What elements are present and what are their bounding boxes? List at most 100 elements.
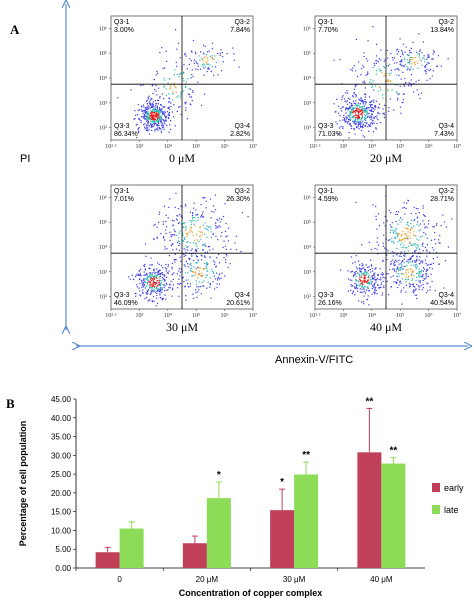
quadrant-name: Q3-2 (234, 188, 250, 195)
quadrant-percent: 20.61% (226, 300, 250, 307)
x-tick-label: 10⁷ (249, 144, 257, 150)
concentration-label: 30 μM (166, 320, 198, 334)
y-tick-label: 35.00 (51, 433, 72, 442)
bar-late (294, 474, 319, 568)
x-tick-label: 10³ (135, 313, 143, 319)
x-tick-label: 10⁴ (368, 313, 376, 319)
y-axis-title: Percentage of cell population (18, 421, 28, 547)
category-label: 40 μM (370, 575, 393, 584)
quadrant-name: Q3-3 (318, 123, 334, 130)
panel-a-label: A (10, 22, 20, 37)
legend-swatch-late (432, 505, 440, 514)
significance-marker: * (280, 477, 284, 488)
bar-early (357, 452, 382, 568)
quadrant-percent: 71.03% (318, 131, 342, 138)
y-tick-label: 10.00 (51, 526, 72, 535)
x-tick-label: 10²·¹ (105, 144, 117, 150)
event-cloud (117, 29, 240, 139)
x-axis-title: Concentration of copper complex (179, 588, 323, 598)
y-tick-label: 10⁴ (303, 245, 311, 251)
quadrant-percent: 13.84% (430, 27, 454, 34)
x-tick-label: 10³ (339, 313, 347, 319)
quadrant-name: Q3-2 (438, 19, 454, 26)
y-tick-label: 10⁴ (99, 245, 107, 251)
flow-cytometry-panels: Q3-13.00%Q3-27.84%Q3-386.34%Q3-42.82%10²… (99, 15, 461, 334)
x-tick-label: 10⁴ (164, 313, 172, 319)
quadrant-name: Q3-3 (114, 123, 130, 130)
quadrant-percent: 7.84% (230, 27, 250, 34)
quadrant-percent: 26.16% (318, 300, 342, 307)
y-tick-label: 10⁶ (99, 195, 107, 201)
quadrant-percent: 26.30% (226, 196, 250, 203)
quadrant-name: Q3-4 (234, 292, 250, 299)
y-tick-label: 30.00 (51, 451, 72, 460)
quadrant-name: Q3-4 (438, 123, 454, 130)
y-tick-label: 0.00 (55, 564, 71, 573)
quadrant-percent: 7.70% (318, 27, 338, 34)
quadrant-percent: 46.09% (114, 300, 138, 307)
bar-early (95, 552, 120, 568)
bar-early (270, 510, 295, 568)
concentration-label: 40 μM (370, 320, 402, 334)
x-tick-label: 10⁴ (368, 144, 376, 150)
y-tick-label: 10⁴ (303, 76, 311, 82)
quadrant-percent: 40.54% (430, 300, 454, 307)
x-tick-label: 10⁴ (164, 144, 172, 150)
x-tick-label: 10⁶ (425, 313, 433, 319)
y-tick-label: 10² (99, 126, 107, 132)
x-tick-label: 10²·¹ (309, 144, 321, 150)
bar-late (206, 498, 231, 568)
quadrant-name: Q3-1 (318, 19, 334, 26)
legend-label-late: late (444, 505, 459, 515)
category-label: 30 μM (283, 575, 306, 584)
category-label: 0 (117, 575, 122, 584)
x-axis-label: Annexin-V/FITC (275, 354, 353, 366)
event-cloud (128, 192, 249, 307)
quadrant-percent: 86.34% (114, 131, 138, 138)
flow-panel-2: Q3-17.70% Q3-213.84% Q3-371.03% Q3-47.43% 10… (303, 15, 461, 165)
y-tick-label: 5.00 (55, 545, 71, 554)
legend-label-early: early (444, 483, 464, 493)
y-tick-label: 10² (99, 295, 107, 301)
quadrant-percent: 7.43% (434, 131, 454, 138)
quadrant-percent: 28.71% (430, 196, 454, 203)
y-tick-label: 10⁶ (99, 26, 107, 32)
quadrant-percent: 7.01% (114, 196, 134, 203)
y-tick-label: 10⁶ (303, 195, 311, 201)
y-tick-label: 10⁶ (303, 26, 311, 32)
quadrant-percent: 4.59% (318, 196, 338, 203)
y-tick-label: 10⁵ (303, 220, 311, 226)
significance-marker: ** (389, 446, 397, 457)
flow-panel-4: Q3-14.59% Q3-228.71% Q3-326.16% Q3-440.54% 1… (303, 184, 461, 334)
y-tick-label: 10⁵ (99, 51, 107, 57)
quadrant-name: Q3-4 (438, 292, 454, 299)
legend-swatch-early (432, 483, 440, 492)
concentration-label: 0 μM (169, 151, 195, 165)
y-tick-label: 10² (303, 126, 311, 132)
y-tick-label: 10⁵ (303, 51, 311, 57)
y-tick-label: 10⁴ (99, 76, 107, 82)
y-tick-label: 10³ (99, 270, 107, 276)
x-tick-label: 10³ (339, 144, 347, 150)
x-tick-label: 10⁵ (192, 313, 200, 319)
y-axis-label: PI (20, 153, 30, 165)
concentration-label: 20 μM (370, 151, 402, 165)
quadrant-name: Q3-2 (234, 19, 250, 26)
x-tick-label: 10⁵ (192, 144, 200, 150)
quadrant-name: Q3-3 (114, 292, 130, 299)
y-tick-label: 15.00 (51, 508, 72, 517)
flow-panel-1: Q3-13.00% Q3-27.84% Q3-386.34% Q3-42.82% 10²… (99, 15, 257, 165)
quadrant-name: Q3-1 (114, 188, 130, 195)
y-tick-label: 25.00 (51, 470, 72, 479)
quadrant-name: Q3-4 (234, 123, 250, 130)
significance-marker: * (217, 470, 221, 481)
quadrant-percent: 3.00% (114, 27, 134, 34)
panel-b-label: B (6, 396, 15, 411)
quadrant-name: Q3-3 (318, 292, 334, 299)
quadrant-name: Q3-1 (114, 19, 130, 26)
significance-marker: ** (302, 450, 310, 461)
x-tick-label: 10²·¹ (105, 313, 117, 319)
y-tick-label: 40.00 (51, 414, 72, 423)
category-label: 20 μM (196, 575, 219, 584)
